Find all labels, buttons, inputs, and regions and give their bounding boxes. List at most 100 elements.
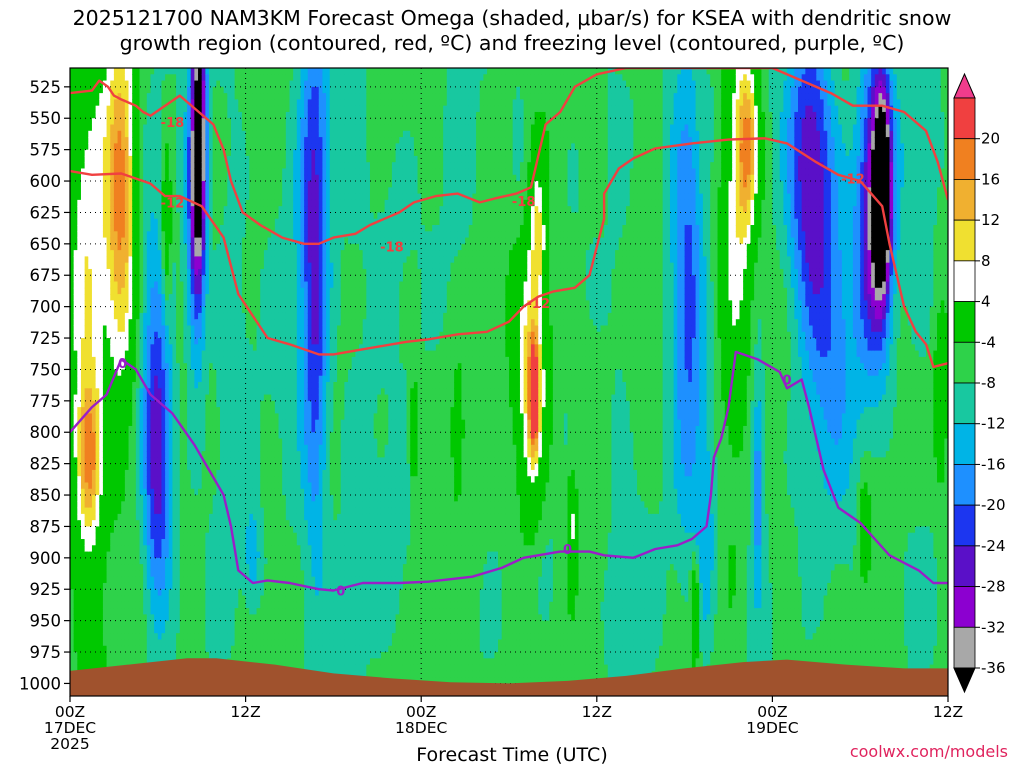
omega-cell [179, 118, 185, 126]
omega-cell [179, 250, 185, 257]
omega-cell [241, 331, 247, 339]
omega-cell [113, 312, 119, 320]
omega-cell [124, 438, 130, 446]
omega-cell [77, 86, 82, 94]
omega-cell [150, 243, 155, 251]
omega-cell [139, 476, 144, 484]
omega-cell [176, 350, 181, 358]
omega-cell [88, 256, 93, 264]
omega-cell [209, 419, 214, 427]
omega-cell [201, 601, 206, 609]
omega-cell [165, 281, 170, 289]
omega-cell [117, 256, 122, 264]
omega-cell [117, 325, 122, 333]
omega-cell [102, 243, 108, 251]
omega-cell [198, 231, 203, 239]
omega-cell [84, 589, 89, 597]
omega-cell [176, 168, 181, 176]
omega-cell [176, 639, 181, 647]
omega-cell [84, 162, 89, 170]
omega-cell [135, 438, 141, 446]
omega-cell [245, 149, 250, 157]
omega-cell [88, 451, 93, 458]
omega-cell [172, 237, 177, 245]
omega-cell [227, 237, 232, 245]
omega-cell [132, 626, 137, 634]
omega-cell [154, 231, 159, 239]
omega-cell [245, 86, 250, 94]
omega-cell [73, 582, 78, 590]
omega-cell [183, 111, 188, 119]
omega-cell [183, 469, 188, 477]
omega-cell [80, 237, 86, 245]
omega-cell [234, 199, 239, 207]
omega-cell [95, 407, 100, 414]
omega-cell [70, 570, 75, 578]
omega-cell [176, 551, 181, 559]
omega-cell [150, 495, 155, 502]
omega-cell [212, 319, 217, 327]
omega-cell [245, 601, 250, 609]
omega-cell [139, 243, 144, 251]
omega-cell [95, 476, 100, 484]
omega-cell [110, 394, 115, 402]
omega-cell [77, 363, 82, 371]
omega-cell [234, 444, 239, 452]
omega-cell [190, 601, 195, 609]
omega-cell [150, 93, 155, 100]
omega-cell [110, 557, 115, 565]
omega-cell [132, 438, 137, 446]
omega-cell [238, 356, 243, 364]
omega-cell [124, 488, 130, 496]
omega-cell [179, 268, 185, 276]
omega-cell [161, 118, 166, 126]
omega-cell [168, 212, 174, 220]
omega-cell [139, 532, 144, 540]
omega-cell [70, 639, 75, 647]
omega-cell [168, 539, 174, 546]
omega-cell [238, 181, 243, 188]
omega-cell [121, 250, 126, 257]
omega-cell [183, 105, 188, 113]
omega-cell [124, 413, 130, 421]
omega-cell [143, 124, 148, 132]
omega-cell [121, 463, 126, 471]
omega-cell [212, 539, 217, 546]
omega-cell [190, 262, 195, 270]
omega-cell [179, 130, 185, 138]
omega-cell [132, 225, 137, 232]
omega-cell [150, 369, 155, 377]
omega-cell [212, 356, 217, 364]
omega-cell [70, 181, 75, 188]
omega-cell [198, 86, 203, 94]
omega-cell [209, 652, 214, 659]
omega-cell [201, 407, 206, 414]
omega-cell [121, 275, 126, 283]
omega-cell [121, 532, 126, 540]
omega-cell [73, 488, 78, 496]
omega-cell [88, 488, 93, 496]
omega-cell [70, 338, 75, 345]
omega-cell [219, 570, 225, 578]
omega-cell [146, 369, 152, 377]
omega-cell [187, 545, 192, 553]
omega-cell [77, 520, 82, 528]
omega-cell [234, 118, 239, 126]
omega-cell [219, 68, 225, 75]
omega-cell [234, 174, 239, 182]
omega-cell [172, 457, 177, 465]
omega-cell [216, 93, 221, 100]
omega-cell [80, 262, 86, 270]
omega-cell [95, 344, 100, 352]
omega-cell [124, 206, 130, 214]
omega-cell [245, 551, 250, 559]
omega-cell [121, 526, 126, 534]
omega-cell [132, 564, 137, 571]
omega-cell [146, 206, 152, 214]
omega-cell [194, 168, 199, 176]
omega-cell [179, 451, 185, 458]
omega-cell [121, 300, 126, 308]
omega-cell [154, 382, 159, 389]
omega-cell [102, 369, 108, 377]
omega-cell [172, 168, 177, 176]
